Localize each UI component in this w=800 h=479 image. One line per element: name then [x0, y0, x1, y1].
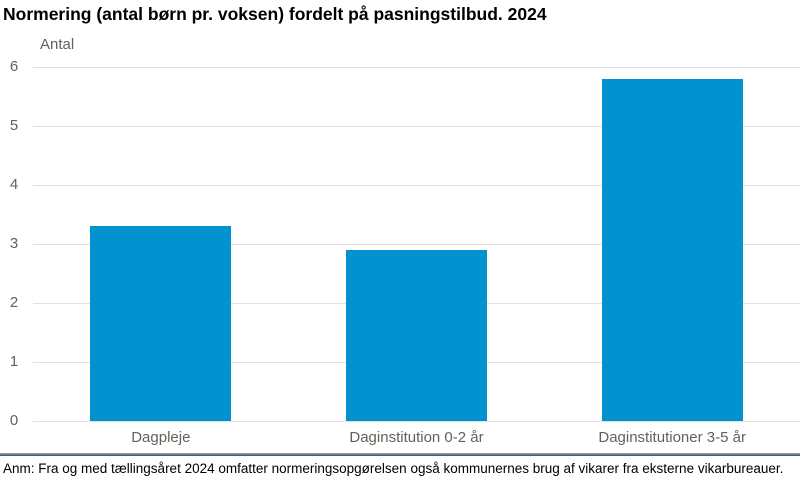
- x-category-label-3: Daginstitutioner 3-5 år: [598, 429, 746, 446]
- gridline-5: [33, 125, 800, 127]
- y-tick-label-0: 0: [9, 412, 19, 429]
- y-tick-label-1: 1: [9, 353, 19, 370]
- x-axis-labels: Dagpleje Daginstitution 0-2 år Daginstitut…: [0, 429, 800, 449]
- bar-1: [90, 226, 232, 421]
- bar-2: [346, 249, 487, 421]
- separator-line: [0, 453, 800, 456]
- y-tick-label-3: 3: [9, 235, 19, 252]
- gridline-0: [33, 420, 800, 422]
- gridline-3: [33, 243, 800, 245]
- y-tick-label-4: 4: [9, 176, 19, 193]
- gridline-4: [33, 184, 800, 186]
- y-axis-label: Antal: [40, 36, 75, 53]
- chart-title: Normering (antal børn pr. voksen) fordel…: [3, 4, 547, 24]
- y-tick-label-2: 2: [9, 294, 19, 311]
- plot-area: 0 1 2 3 4 5 6: [0, 58, 800, 429]
- y-tick-label-5: 5: [9, 117, 19, 134]
- bar-3: [601, 78, 743, 421]
- y-tick-label-6: 6: [9, 58, 19, 75]
- footnote: Anm: Fra og med tællingsåret 2024 omfatt…: [3, 461, 784, 476]
- x-category-label-1: Dagpleje: [131, 429, 191, 446]
- gridline-6: [33, 66, 800, 68]
- x-category-label-2: Daginstitution 0-2 år: [349, 429, 484, 446]
